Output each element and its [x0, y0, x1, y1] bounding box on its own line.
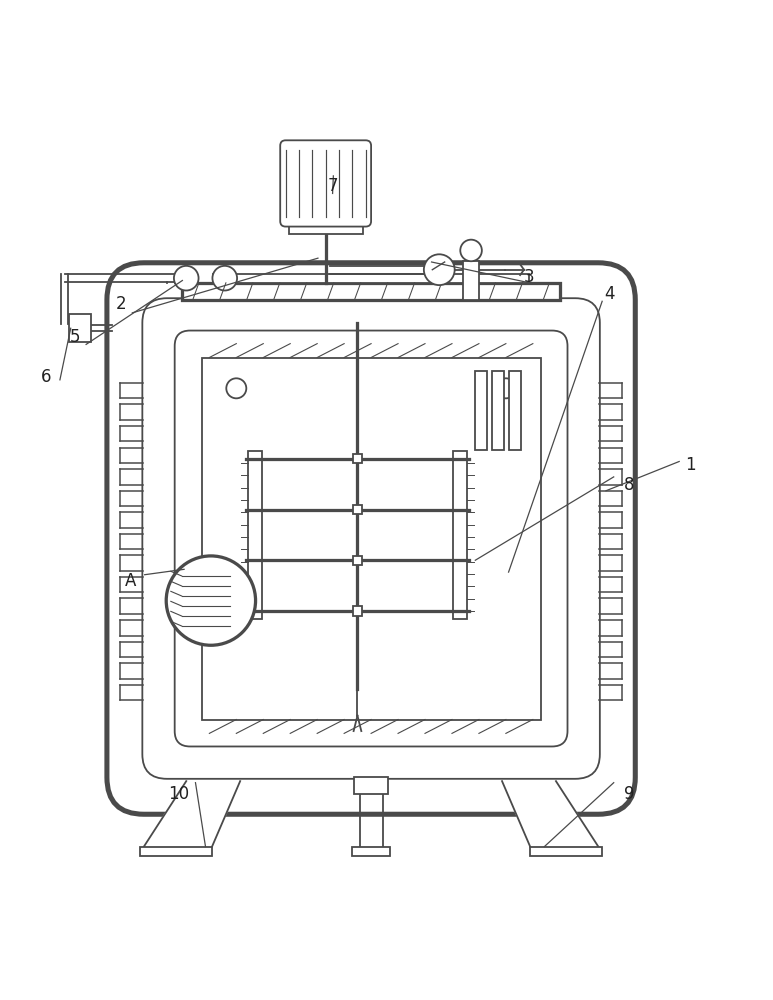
Bar — [248, 451, 262, 619]
Bar — [352, 454, 362, 463]
Text: 3: 3 — [523, 268, 534, 286]
Bar — [352, 505, 362, 514]
FancyBboxPatch shape — [107, 263, 635, 814]
Polygon shape — [144, 781, 240, 847]
FancyBboxPatch shape — [142, 298, 600, 779]
Text: 5: 5 — [70, 328, 80, 346]
FancyBboxPatch shape — [175, 331, 567, 746]
Text: 8: 8 — [624, 476, 635, 494]
Bar — [69, 314, 90, 342]
Bar — [352, 556, 362, 565]
Text: 9: 9 — [624, 785, 635, 803]
Bar — [354, 777, 388, 794]
Bar — [453, 451, 467, 619]
Bar — [288, 221, 363, 234]
Circle shape — [166, 556, 256, 645]
Text: A: A — [125, 572, 137, 590]
Circle shape — [174, 266, 199, 290]
Bar — [352, 847, 390, 856]
Bar — [140, 847, 212, 856]
Text: 1: 1 — [686, 456, 696, 474]
Text: 2: 2 — [115, 295, 126, 313]
Bar — [182, 283, 560, 300]
Bar — [509, 371, 521, 450]
Bar — [475, 371, 488, 450]
Circle shape — [460, 240, 482, 261]
Bar — [352, 606, 362, 616]
Text: 10: 10 — [168, 785, 189, 803]
Bar — [492, 371, 504, 450]
Polygon shape — [502, 781, 598, 847]
Circle shape — [424, 254, 455, 285]
Text: 4: 4 — [604, 285, 615, 303]
Circle shape — [213, 266, 237, 290]
Text: 6: 6 — [41, 368, 51, 386]
FancyBboxPatch shape — [280, 140, 371, 227]
Bar — [213, 274, 529, 283]
Bar — [463, 261, 478, 300]
Text: 7: 7 — [327, 177, 338, 195]
Bar — [202, 358, 540, 720]
Bar — [530, 847, 602, 856]
